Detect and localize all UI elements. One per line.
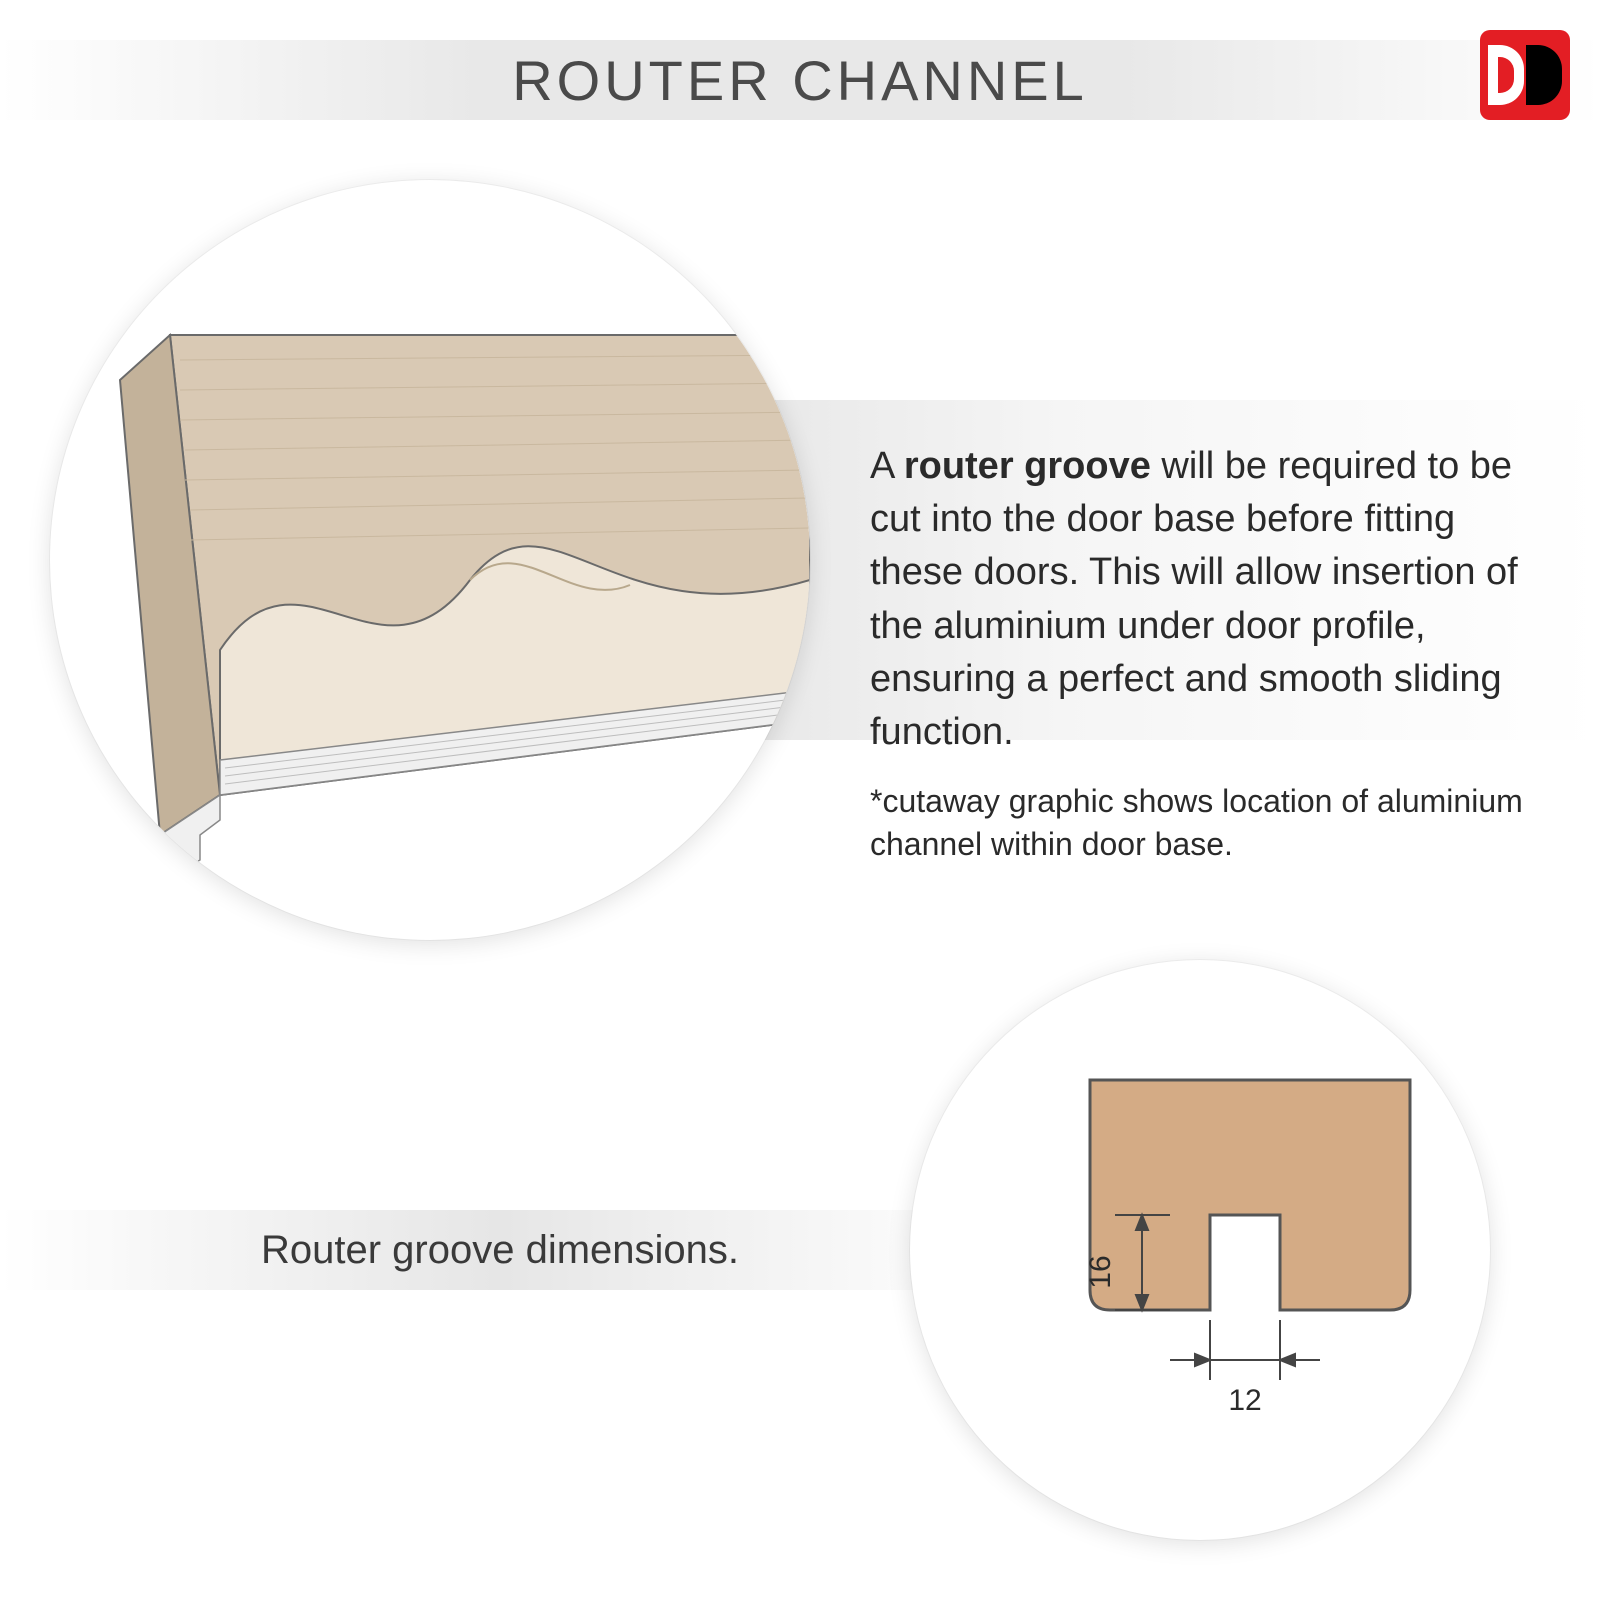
page-title: ROUTER CHANNEL bbox=[512, 48, 1088, 113]
cutaway-illustration bbox=[50, 180, 810, 940]
dimensions-illustration: 16 12 bbox=[910, 960, 1490, 1540]
cutaway-svg bbox=[50, 180, 810, 940]
description-panel: A router groove will be required to be c… bbox=[700, 400, 1600, 740]
dimensions-label: Router groove dimensions. bbox=[261, 1228, 739, 1273]
title-bar: ROUTER CHANNEL bbox=[0, 40, 1600, 120]
logo-letter-d-black bbox=[1526, 45, 1562, 105]
dimensions-label-bar: Router groove dimensions. bbox=[0, 1210, 1000, 1290]
desc-bold: router groove bbox=[904, 445, 1151, 487]
width-value: 12 bbox=[1228, 1384, 1261, 1417]
brand-logo bbox=[1480, 30, 1570, 120]
footnote-text: *cutaway graphic shows location of alumi… bbox=[870, 780, 1540, 866]
description-text: A router groove will be required to be c… bbox=[870, 440, 1540, 759]
depth-value: 16 bbox=[1084, 1255, 1117, 1288]
desc-suffix: will be required to be cut into the door… bbox=[870, 445, 1518, 753]
desc-prefix: A bbox=[870, 445, 904, 487]
logo-letter-d-white bbox=[1488, 45, 1524, 105]
dimensions-svg: 16 12 bbox=[910, 960, 1490, 1540]
